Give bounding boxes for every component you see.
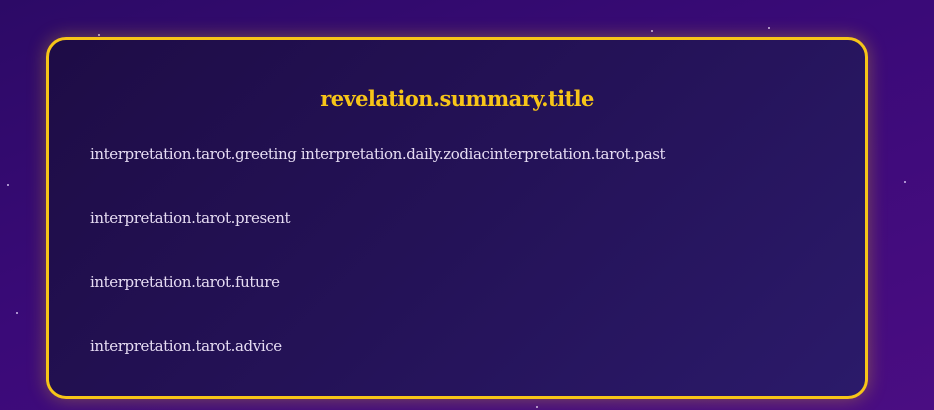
interpretation-line: interpretation.tarot.future <box>90 273 280 291</box>
star-decoration <box>768 27 770 29</box>
star-decoration <box>16 312 18 314</box>
star-decoration <box>536 406 538 408</box>
star-decoration <box>904 181 906 183</box>
star-decoration <box>651 30 653 32</box>
interpretation-line: interpretation.tarot.greeting interpreta… <box>90 145 666 163</box>
summary-title: revelation.summary.title <box>320 86 594 111</box>
interpretation-line: interpretation.tarot.advice <box>90 337 282 355</box>
interpretation-line: interpretation.tarot.present <box>90 209 291 227</box>
star-decoration <box>98 34 100 36</box>
star-decoration <box>7 184 9 186</box>
revelation-summary-card: revelation.summary.title interpretation.… <box>46 37 868 399</box>
